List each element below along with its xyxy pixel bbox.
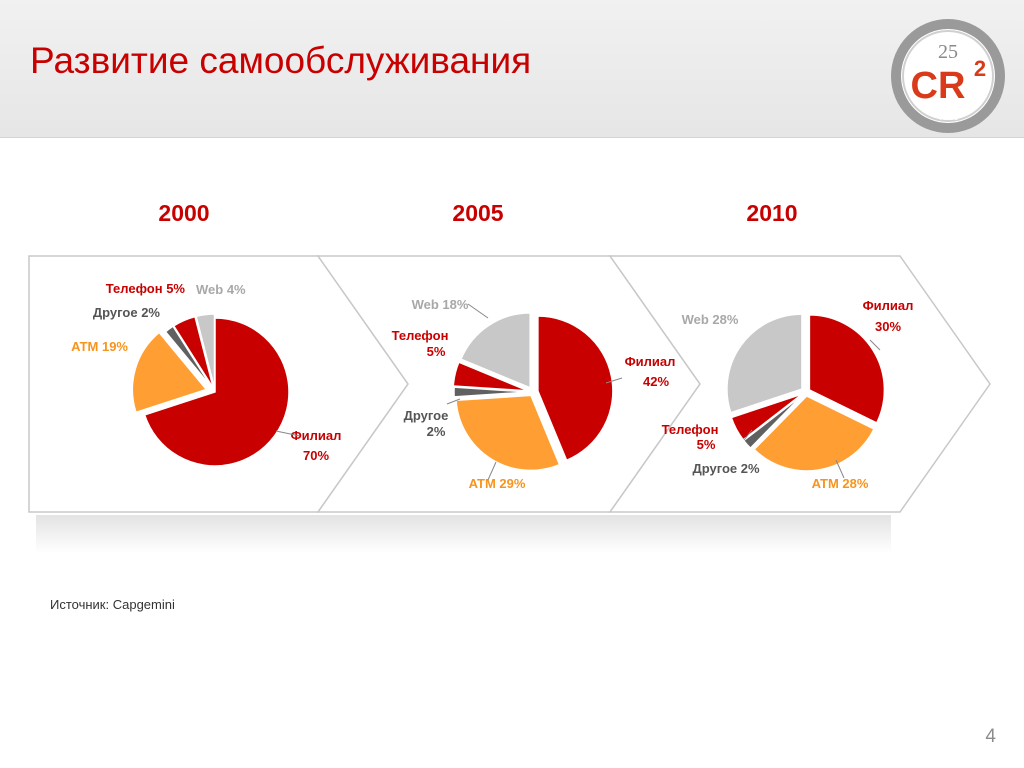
- pie-slice-2000-1: [131, 331, 208, 414]
- source-note: Источник: Capgemini: [50, 597, 175, 612]
- panel-reflection: [36, 515, 891, 553]
- label-2005-branch-value: 42%: [643, 374, 669, 389]
- year-label-2010: 2010: [746, 200, 798, 226]
- logo-superscript: 2: [974, 56, 986, 81]
- pie-slice-2005-3: [452, 361, 529, 392]
- label-2010-other: Другое 2%: [692, 461, 760, 476]
- pie-slice-2000-4: [195, 313, 216, 389]
- label-2000-web: Web 4%: [196, 282, 246, 297]
- pie-slice-2000-2: [164, 325, 214, 390]
- label-2010-branch-value: 30%: [875, 319, 901, 334]
- pie-slice-2010-2: [742, 394, 804, 450]
- leader-lines: [275, 303, 881, 481]
- label-2005-other: Другое: [404, 408, 449, 423]
- logo-number: 25: [938, 41, 958, 63]
- label-2005-web: Web 18%: [412, 297, 469, 312]
- label-2010-phone: Телефон: [662, 422, 719, 437]
- pie-slice-2005-0: [537, 315, 614, 462]
- pie-slice-2005-4: [459, 312, 531, 389]
- label-2005-phone: Телефон: [392, 328, 449, 343]
- pie-slice-2005-1: [455, 394, 561, 472]
- label-2010-branch: Филиал: [863, 298, 914, 313]
- label-2005-other-value: 2%: [427, 424, 446, 439]
- pie-slice-2010-3: [730, 393, 803, 441]
- label-2010-atm: ATM 28%: [812, 476, 869, 491]
- pie-slice-2010-0: [808, 314, 886, 424]
- logo-mark: CR: [911, 65, 966, 107]
- pie-slice-2010-4: [726, 313, 803, 414]
- year-label-2005: 2005: [452, 200, 504, 226]
- header-band: Развитие самообслуживания 25 CR 2 Years: [0, 0, 1024, 138]
- label-2000-phone: Телефон 5%: [106, 281, 186, 296]
- logo-bottom-text: Years: [938, 113, 958, 122]
- label-2005-phone-value: 5%: [427, 344, 446, 359]
- year-label-2000: 2000: [158, 200, 210, 226]
- label-2000-branch-value: 70%: [303, 448, 329, 463]
- pie-slice-2010-1: [753, 395, 876, 472]
- page-title: Развитие самообслуживания: [30, 40, 532, 81]
- label-2000-atm: ATM 19%: [71, 339, 128, 354]
- pie-slice-2000-3: [172, 315, 215, 389]
- label-2010-web: Web 28%: [682, 312, 739, 327]
- pie-slice-2000-0: [143, 317, 290, 467]
- label-2005-branch: Филиал: [625, 354, 676, 369]
- label-2005-atm: ATM 29%: [469, 476, 526, 491]
- label-2000-branch: Филиал: [291, 428, 342, 443]
- page-number: 4: [985, 726, 996, 747]
- label-2010-phone-value: 5%: [697, 437, 716, 452]
- label-2000-other: Другое 2%: [93, 305, 161, 320]
- cr2-logo: 25 CR 2 Years: [891, 19, 1005, 133]
- pie-slice-2005-2: [453, 386, 530, 398]
